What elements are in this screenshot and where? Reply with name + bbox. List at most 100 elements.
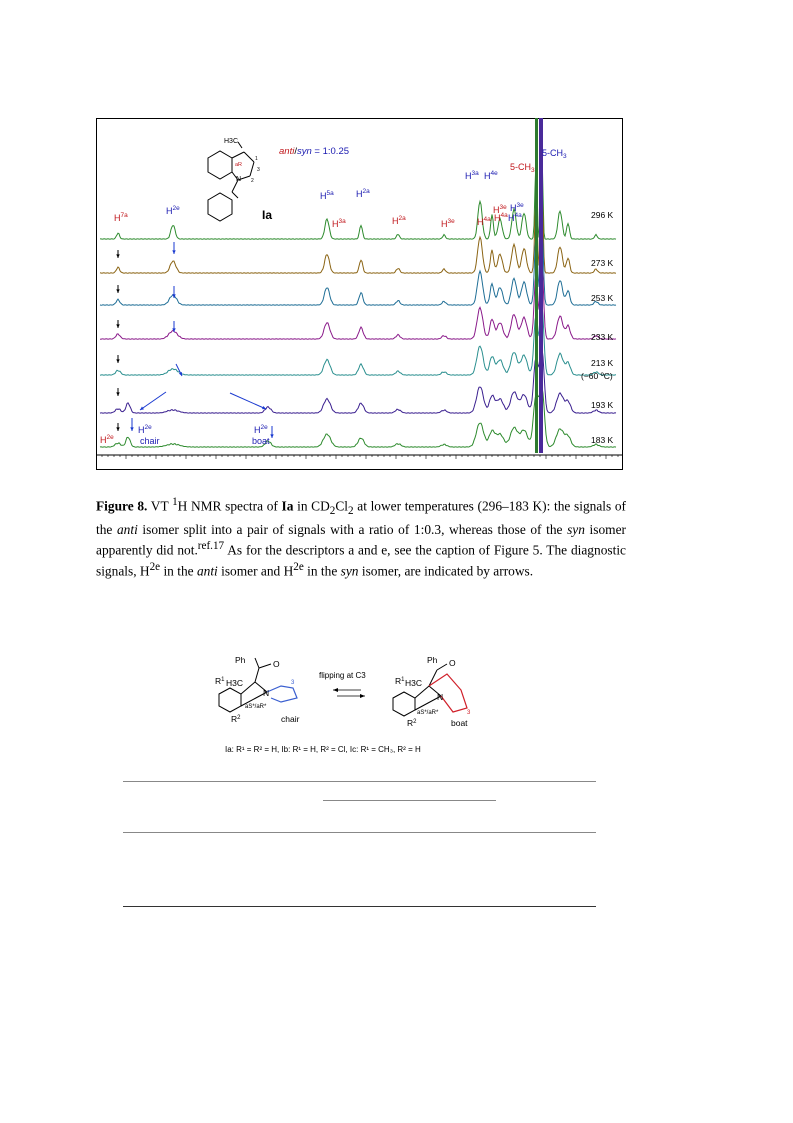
signal-arrow [229, 392, 267, 410]
peak-label: H4a [494, 212, 508, 223]
signal-arrow-head [116, 254, 120, 258]
compound-label: Ia [262, 208, 272, 222]
peak-label: H3e [510, 202, 524, 213]
signal-arrow-head [270, 434, 274, 438]
signal-arrow-head [116, 324, 120, 328]
scheme-flip-label: flipping at C3 [319, 671, 366, 680]
table-rule-top [123, 781, 596, 782]
signal-arrow [139, 391, 167, 411]
scheme-ph-left: Ph [235, 655, 246, 665]
caption-sub: 2 [348, 505, 354, 518]
nmr-trace [99, 347, 617, 414]
scheme-o-right: O [449, 658, 456, 668]
temperature-label: 233 K [591, 332, 614, 342]
table-rule-bottom [123, 906, 596, 907]
temperature-label: 273 K [591, 258, 614, 268]
scheme-r2-right: R2 [407, 718, 417, 728]
caption-italic: syn [567, 521, 585, 537]
boat-structure [392, 663, 448, 717]
caption-text: in the [160, 563, 197, 579]
peak-label: H2a [356, 188, 370, 199]
peak-label: H2a [392, 215, 406, 226]
caption-ref: ref.17 [197, 539, 225, 552]
scheme-ar-right: aS*/aR* [417, 710, 439, 716]
signal-arrow-head [262, 405, 266, 410]
scheme-h3c-left: H3C [226, 678, 243, 688]
caption-text: isomer, are indicated by arrows. [358, 563, 534, 579]
nmr-trace [99, 225, 617, 306]
scheme-n-left: N [263, 688, 269, 698]
nmr-trace [99, 264, 617, 340]
structure-ar-label: aR [235, 162, 242, 168]
caption-italic: anti [116, 521, 138, 537]
anti-syn-ratio: anti/syn = 1:0.25 [279, 146, 349, 157]
signal-arrow-head [172, 250, 176, 254]
molecule-ia-structure [207, 141, 255, 222]
chair-ring-blue [266, 685, 298, 703]
scheme-chair: chair [281, 714, 300, 724]
ppm-axis [96, 454, 623, 459]
scheme-h3c-right: H3C [405, 678, 422, 688]
signal-arrow-head [116, 359, 120, 363]
peak-label: H5a [320, 190, 334, 201]
peak-label: H3a [332, 218, 346, 229]
signal-arrow-head [130, 427, 134, 431]
peak-label: H4e [484, 170, 498, 181]
signal-arrow-head [116, 427, 120, 431]
peak-label: H4a [477, 216, 491, 227]
signal-arrow-head [172, 294, 176, 298]
temperature-note: (−60 ºC) [581, 371, 613, 381]
scheme-o-left: O [273, 659, 280, 669]
nmr-trace [99, 385, 617, 448]
peak-label: 5-CH3 [510, 162, 535, 174]
nmr-trace [99, 188, 616, 274]
signal-arrows [116, 242, 274, 438]
structure-h3c: H3C [224, 138, 238, 145]
caption-compound: Ia [281, 498, 294, 514]
signal-arrow-head [140, 406, 144, 410]
ch3-bar-syn [539, 118, 543, 453]
peak-label: H7a [114, 212, 128, 223]
scheme-n-right: N [437, 692, 443, 702]
caption-text: isomer and H [217, 563, 294, 579]
structure-n: N [236, 176, 241, 183]
caption-sup: 1 [172, 496, 178, 508]
scheme-ph-right: Ph [427, 655, 438, 665]
structure-num-3: 3 [257, 167, 260, 173]
signal-arrow-head [116, 289, 120, 293]
figure-caption: Figure 8. VT 1H NMR spectra of Ia in CD2… [96, 494, 626, 580]
caption-text: Cl [335, 498, 349, 514]
conformation-scheme: Ph O R1 H3C N aS*/aR* 3 R2 chair flippin… [215, 655, 471, 754]
peak-label: H2e [138, 424, 152, 435]
signal-arrow-head [178, 372, 182, 376]
scheme-num-right: 3 [467, 710, 471, 716]
caption-text: in the [303, 563, 341, 579]
caption-text: at lower temperatures (296–183 K): the s… [96, 498, 627, 537]
caption-sub: 2 [329, 505, 336, 518]
peak-label: H3a [465, 170, 479, 181]
caption-text: isomer split into a pair of signals with… [137, 521, 568, 537]
caption-italic: syn [340, 563, 359, 579]
scheme-ar-left: aS*/aR* [245, 704, 267, 710]
nmr-trace [100, 149, 617, 240]
boat-label: boat [252, 436, 270, 446]
temperature-label: 183 K [591, 435, 614, 445]
table-rule-sub [323, 800, 496, 801]
peak-label: H3e [441, 218, 455, 229]
caption-text: in CD [293, 498, 330, 514]
scheme-legend: Ia: R¹ = R² = H, Ib: R¹ = H, R² = Cl, Ic… [225, 745, 421, 754]
peak-label: H2e [166, 205, 180, 216]
caption-sup: 2e [293, 560, 304, 573]
structure-num-1: 1 [255, 156, 258, 162]
chair-structure [218, 657, 272, 713]
temperature-label: 296 K [591, 210, 614, 220]
caption-sup: 2e [149, 560, 161, 573]
temperature-label: 193 K [591, 400, 614, 410]
scheme-boat: boat [451, 718, 468, 728]
temperature-labels: 296 K 273 K 253 K 233 K 213 K 193 K 183 K (−60 … [581, 210, 614, 445]
temperature-label: 253 K [591, 293, 614, 303]
peak-label: H2e [100, 434, 114, 445]
